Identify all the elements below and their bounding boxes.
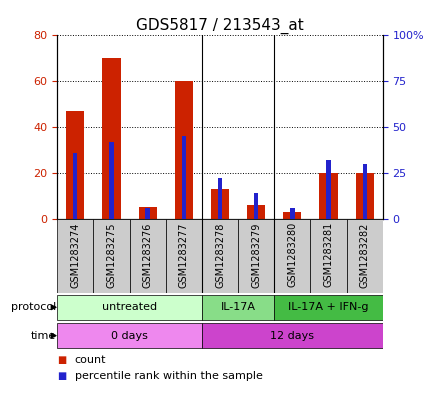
Bar (202, 295, 274, 320)
Bar (57, 295, 202, 320)
Text: ■: ■ (57, 371, 66, 381)
Bar (146, 208, 150, 219)
Bar (175, 81, 193, 219)
Bar (254, 193, 258, 219)
Bar (57, 219, 93, 293)
Bar (363, 163, 367, 219)
Text: GSM1283275: GSM1283275 (106, 222, 117, 288)
Text: ■: ■ (57, 356, 66, 365)
Text: 12 days: 12 days (270, 331, 314, 341)
Bar (103, 58, 121, 219)
Bar (202, 219, 238, 293)
Text: protocol: protocol (11, 302, 56, 312)
Text: GSM1283277: GSM1283277 (179, 222, 189, 288)
Bar (93, 219, 129, 293)
Bar (139, 207, 157, 219)
Bar (218, 178, 222, 219)
Text: GSM1283279: GSM1283279 (251, 222, 261, 288)
Bar (290, 208, 294, 219)
Bar (57, 323, 202, 348)
Bar (73, 152, 77, 219)
Text: GSM1283276: GSM1283276 (143, 222, 153, 288)
Bar (247, 205, 265, 219)
Text: percentile rank within the sample: percentile rank within the sample (75, 371, 263, 381)
Bar (66, 111, 84, 219)
Bar (347, 219, 383, 293)
Bar (274, 295, 383, 320)
Text: GSM1283280: GSM1283280 (287, 222, 297, 288)
Bar (211, 189, 229, 219)
Bar (129, 219, 166, 293)
Text: GSM1283278: GSM1283278 (215, 222, 225, 288)
Title: GDS5817 / 213543_at: GDS5817 / 213543_at (136, 18, 304, 34)
Text: untreated: untreated (102, 302, 157, 312)
Text: count: count (75, 356, 106, 365)
Bar (356, 173, 374, 219)
Bar (109, 141, 114, 219)
Bar (166, 219, 202, 293)
Text: IL-17A: IL-17A (220, 302, 256, 312)
Bar (238, 219, 274, 293)
Text: GSM1283282: GSM1283282 (360, 222, 370, 288)
Bar (182, 136, 186, 219)
Bar (311, 219, 347, 293)
Text: time: time (31, 331, 56, 341)
Text: 0 days: 0 days (111, 331, 148, 341)
Text: GSM1283281: GSM1283281 (323, 222, 334, 288)
Text: IL-17A + IFN-g: IL-17A + IFN-g (288, 302, 369, 312)
Bar (326, 160, 331, 219)
Bar (283, 212, 301, 219)
Bar (202, 323, 383, 348)
Text: GSM1283274: GSM1283274 (70, 222, 80, 288)
Bar (274, 219, 311, 293)
Bar (319, 173, 337, 219)
